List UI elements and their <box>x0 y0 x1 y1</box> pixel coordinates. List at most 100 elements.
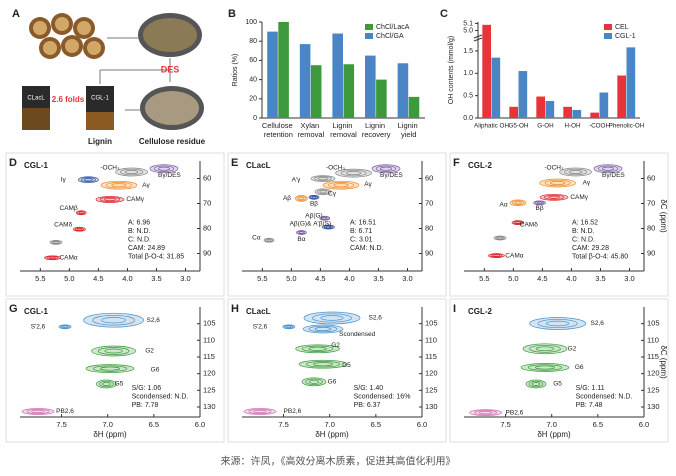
x-tick-label: 6.5 <box>371 420 381 429</box>
contour <box>322 180 360 190</box>
contour <box>253 409 267 414</box>
y-tick-label: 100 <box>245 19 257 26</box>
contour <box>305 378 323 385</box>
peak-label: G6 <box>328 379 337 386</box>
contour <box>493 235 507 241</box>
contour <box>158 166 170 171</box>
vial-liquid <box>22 108 50 130</box>
caption: 来源：许凤，《高效分离木质素，促进其高值化利用》 <box>221 455 456 468</box>
x-tick-label: 7.0 <box>102 420 112 429</box>
stat-line: C: N.D. <box>572 236 595 243</box>
peak-label: G2 <box>331 342 340 349</box>
peak-label: S2,6 <box>369 315 383 322</box>
bar <box>482 24 491 118</box>
peak-label: CAMα <box>505 252 523 259</box>
contour <box>92 314 135 326</box>
contour <box>111 183 127 188</box>
x-axis-label: δH (ppm) <box>315 430 349 439</box>
stat-line: PB: 7.48 <box>576 402 603 409</box>
panel-frame <box>227 152 447 297</box>
sample-name: CLacL <box>246 161 271 170</box>
y-tick-label: 90 <box>203 248 211 257</box>
contour <box>102 382 111 386</box>
x-axis-label: δH (ppm) <box>93 430 127 439</box>
contour <box>512 200 524 206</box>
y-axis-label: δC (ppm) <box>659 345 668 379</box>
x-tick-label: 7.0 <box>546 420 556 429</box>
bar <box>278 22 289 118</box>
contour <box>469 409 502 416</box>
y-tick-label: 80 <box>249 38 257 45</box>
y-tick-label: 110 <box>647 335 659 344</box>
panel-letter: A <box>12 8 20 20</box>
x-tick-label: Phenolic-OH <box>609 123 645 130</box>
bar <box>617 75 626 118</box>
contour <box>49 240 63 245</box>
contour <box>92 365 128 372</box>
contour <box>325 225 332 229</box>
contour <box>514 201 522 205</box>
contour <box>497 236 503 240</box>
contour <box>474 410 498 416</box>
x-tick-label: 7.0 <box>324 420 334 429</box>
y-tick-label: 80 <box>425 223 433 232</box>
contour <box>492 254 500 257</box>
cellulose <box>145 91 199 125</box>
panel-letter: B <box>228 8 236 20</box>
contour <box>284 325 294 329</box>
contour <box>593 164 623 174</box>
y-tick-label: 115 <box>425 352 437 361</box>
stat-line: CAM: N.D. <box>350 245 384 252</box>
y-tick-label: 130 <box>203 402 216 411</box>
contour <box>85 364 135 373</box>
x-tick-label: 7.5 <box>278 420 288 429</box>
y-tick-label: 130 <box>425 402 438 411</box>
y-tick-label: 0.5 <box>463 92 473 99</box>
x-tick-label: 5.0 <box>286 274 296 283</box>
peak-label: G5 <box>115 381 124 388</box>
contour <box>298 196 305 200</box>
y-tick-label: 125 <box>425 385 438 394</box>
axis-break <box>473 37 483 42</box>
contour <box>62 325 68 328</box>
x-tick-label: G5-OH <box>509 123 529 130</box>
contour <box>83 312 144 328</box>
x-tick-label: 5.5 <box>35 274 45 283</box>
x-tick-label: Lignin removal <box>330 121 357 139</box>
wood-powder <box>143 18 197 52</box>
peak-label: -OCH₃ <box>326 164 346 171</box>
peak-label: CAMβ <box>60 205 78 212</box>
contour <box>303 311 361 325</box>
bar <box>518 71 528 118</box>
peak-label: Cα <box>252 235 261 242</box>
contour <box>58 324 72 330</box>
x-tick-label: 4.0 <box>344 274 354 283</box>
y-tick-label: 105 <box>647 319 660 328</box>
contour <box>527 364 563 371</box>
contour <box>535 365 555 370</box>
peak-label: A'γ <box>292 176 302 183</box>
stat-line: Scondensed: N.D. <box>576 394 633 401</box>
contour <box>308 379 320 384</box>
y-tick-label: 60 <box>249 57 257 64</box>
peak-label: Aγ <box>142 182 150 189</box>
peak-label: -OCH₃ <box>100 164 120 171</box>
x-tick-label: 3.5 <box>151 274 161 283</box>
peak-label: CAMα <box>59 255 77 262</box>
contour <box>302 324 344 334</box>
contour <box>99 380 114 388</box>
legend-label: CEL <box>615 24 629 31</box>
y-tick-label: 90 <box>647 248 655 257</box>
x-tick-label: 3.0 <box>624 274 634 283</box>
stat-line: B: N.D. <box>128 228 151 235</box>
contour <box>515 221 521 224</box>
peak-label: Aβ <box>283 195 291 202</box>
contour <box>74 227 84 231</box>
contour <box>346 171 362 176</box>
contour <box>295 195 308 202</box>
contour <box>120 168 144 176</box>
stat-line: C: N.D. <box>128 236 151 243</box>
peak-label: S'2,6 <box>31 324 46 331</box>
stat-line: PB: 7.78 <box>132 402 159 409</box>
contour <box>525 379 547 389</box>
